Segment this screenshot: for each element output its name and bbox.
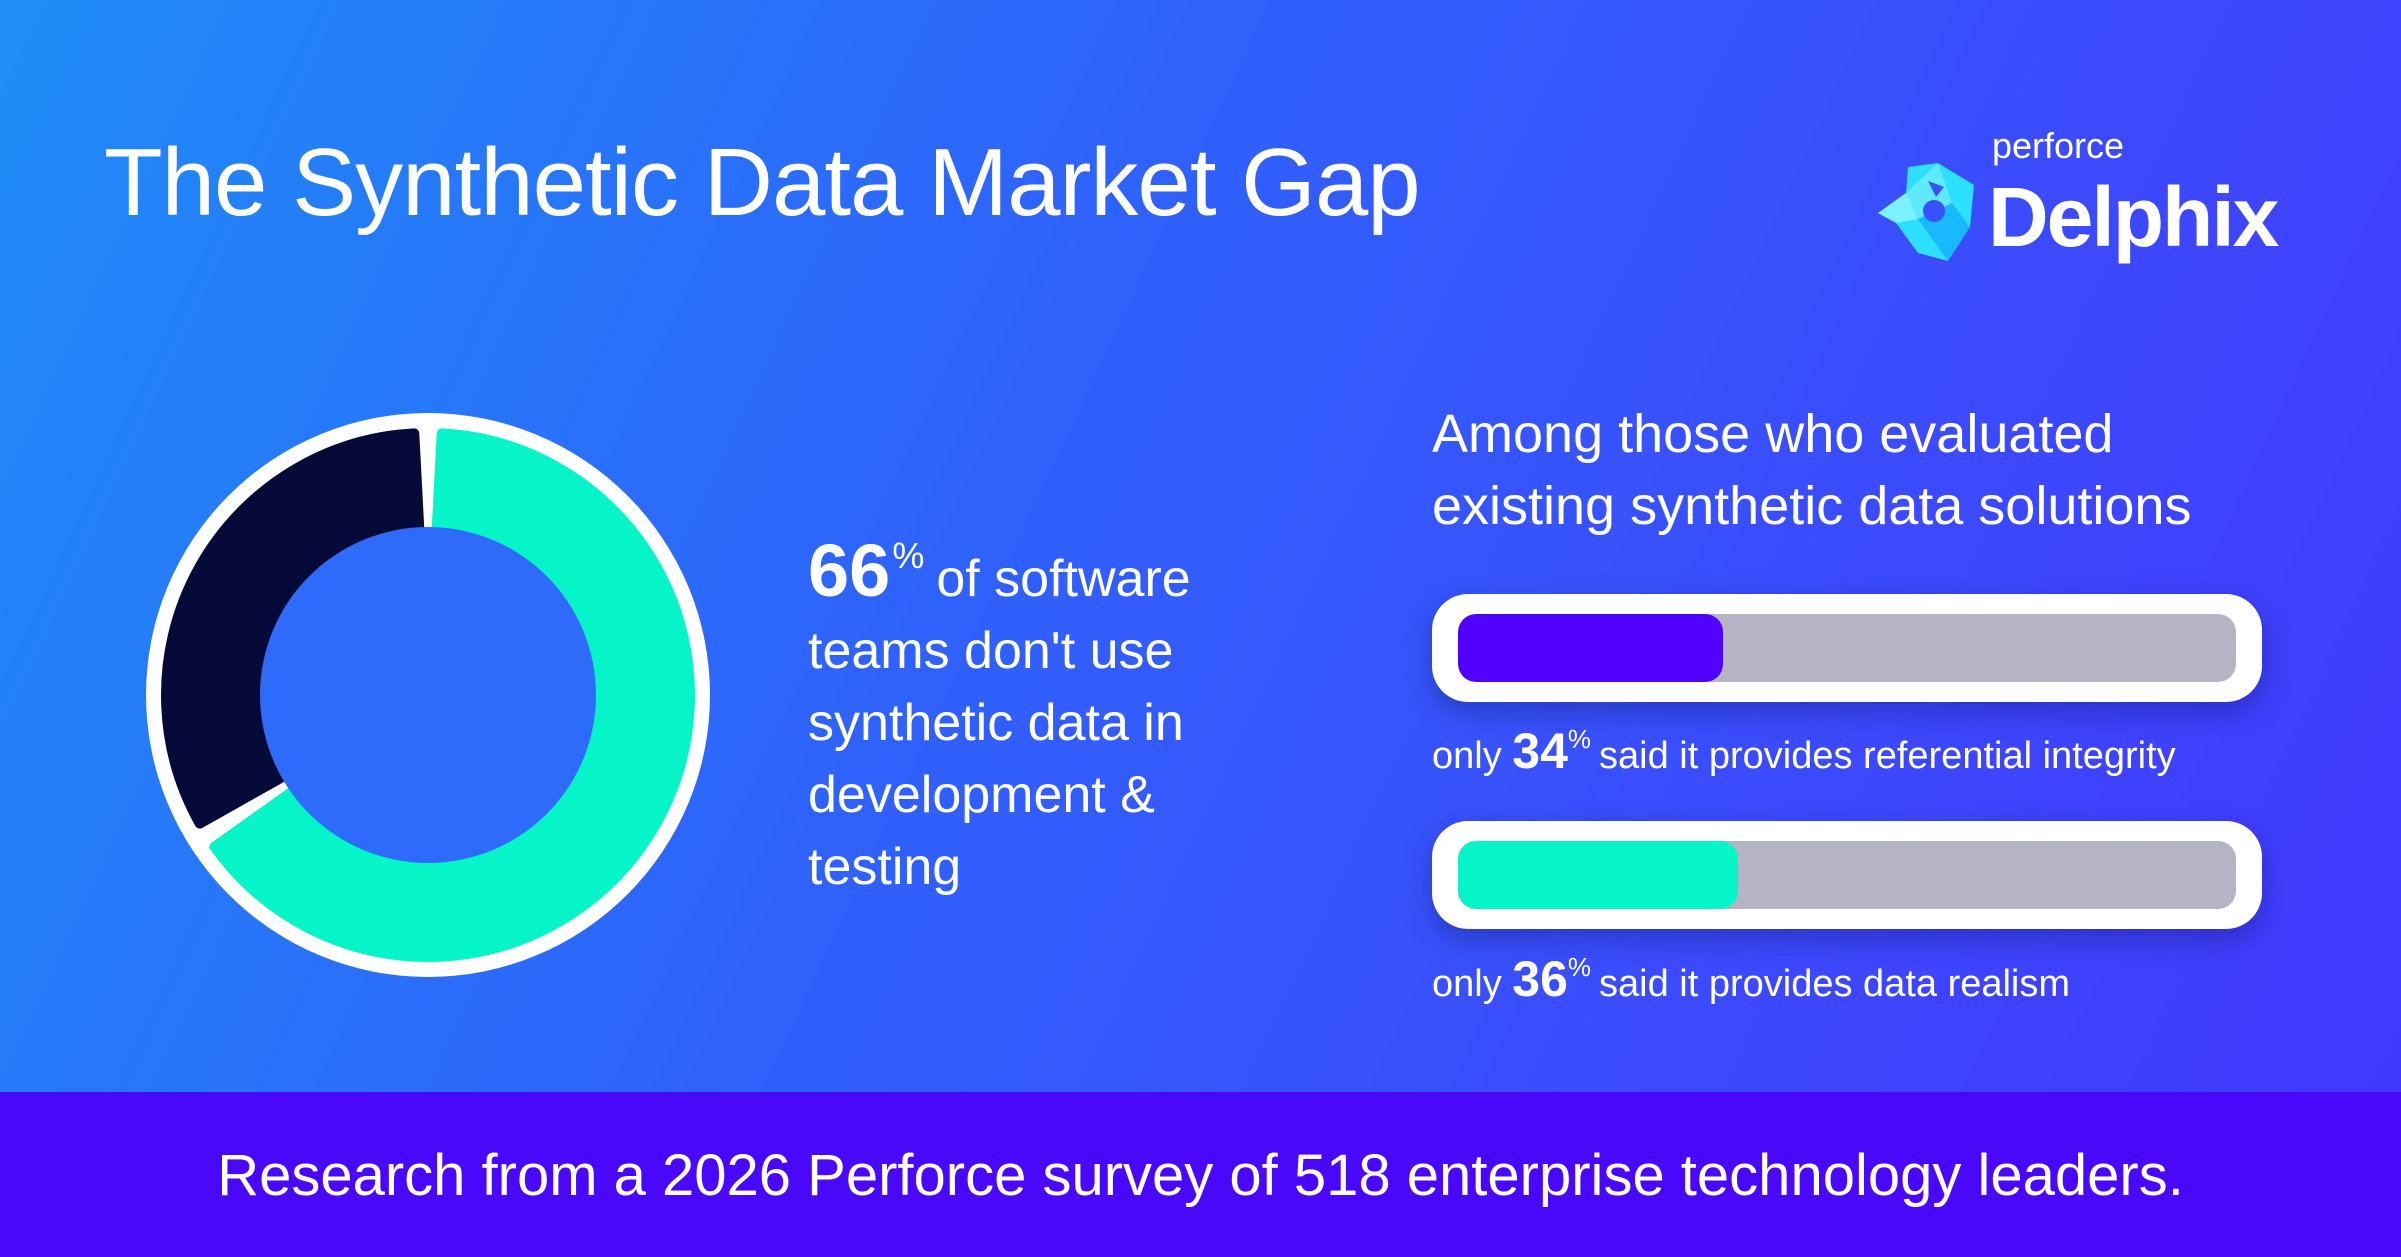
bar-fill-referential-integrity: [1458, 614, 1723, 682]
donut-stat-line-2: teams don't use: [808, 622, 1174, 680]
donut-stat-line-4: development &: [808, 766, 1155, 824]
donut-slice-synthetic: [161, 428, 425, 829]
logo-delphix-text: Delphix: [1988, 170, 2279, 264]
footer-text: Research from a 2026 Perforce survey of …: [217, 1143, 2184, 1208]
bar-fill-data-realism: [1458, 841, 1739, 909]
bar-label-data-realism: only 36% said it provides data realism: [1432, 950, 2070, 1008]
bar-label-unit: %: [1567, 724, 1592, 754]
bar-card-data-realism: [1432, 821, 2262, 929]
donut-stat-line-1: of software: [936, 550, 1191, 608]
bar-label-value: 34: [1512, 723, 1568, 779]
donut-stat-line-5: testing: [808, 838, 962, 896]
bar-label-prefix: only: [1432, 963, 1502, 1005]
evaluation-heading-line-1: Among those who evaluated: [1432, 404, 2114, 464]
bar-label-unit: %: [1567, 952, 1592, 982]
donut-stat-value: 66: [808, 529, 891, 612]
bar-label-suffix: said it provides data realism: [1599, 963, 2071, 1005]
evaluation-heading: Among those who evaluated existing synth…: [1432, 398, 2332, 542]
donut-chart: [146, 413, 710, 977]
bar-label-value: 36: [1512, 951, 1568, 1007]
delphix-logo: perforce Delphix: [1878, 125, 2279, 265]
donut-stat-line-3: synthetic data in: [808, 694, 1184, 752]
evaluation-heading-line-2: existing synthetic data solutions: [1432, 476, 2192, 536]
bar-track-referential-integrity: [1458, 614, 2236, 682]
bar-label-suffix: said it provides referential integrity: [1599, 735, 2176, 777]
footer-band: Research from a 2026 Perforce survey of …: [0, 1092, 2401, 1257]
delphix-mark-icon: [1878, 163, 1974, 261]
bar-track-data-realism: [1458, 841, 2236, 909]
bar-label-prefix: only: [1432, 735, 1502, 777]
donut-stat: 66% of software teams don't use synthetic…: [808, 520, 1328, 903]
page-title: The Synthetic Data Market Gap: [104, 129, 1421, 236]
donut-stat-unit: %: [892, 535, 925, 576]
bar-label-referential-integrity: only 34% said it provides referential int…: [1432, 722, 2176, 780]
bar-card-referential-integrity: [1432, 594, 2262, 702]
donut-hole: [260, 527, 596, 863]
logo-perforce-text: perforce: [1992, 125, 2125, 166]
